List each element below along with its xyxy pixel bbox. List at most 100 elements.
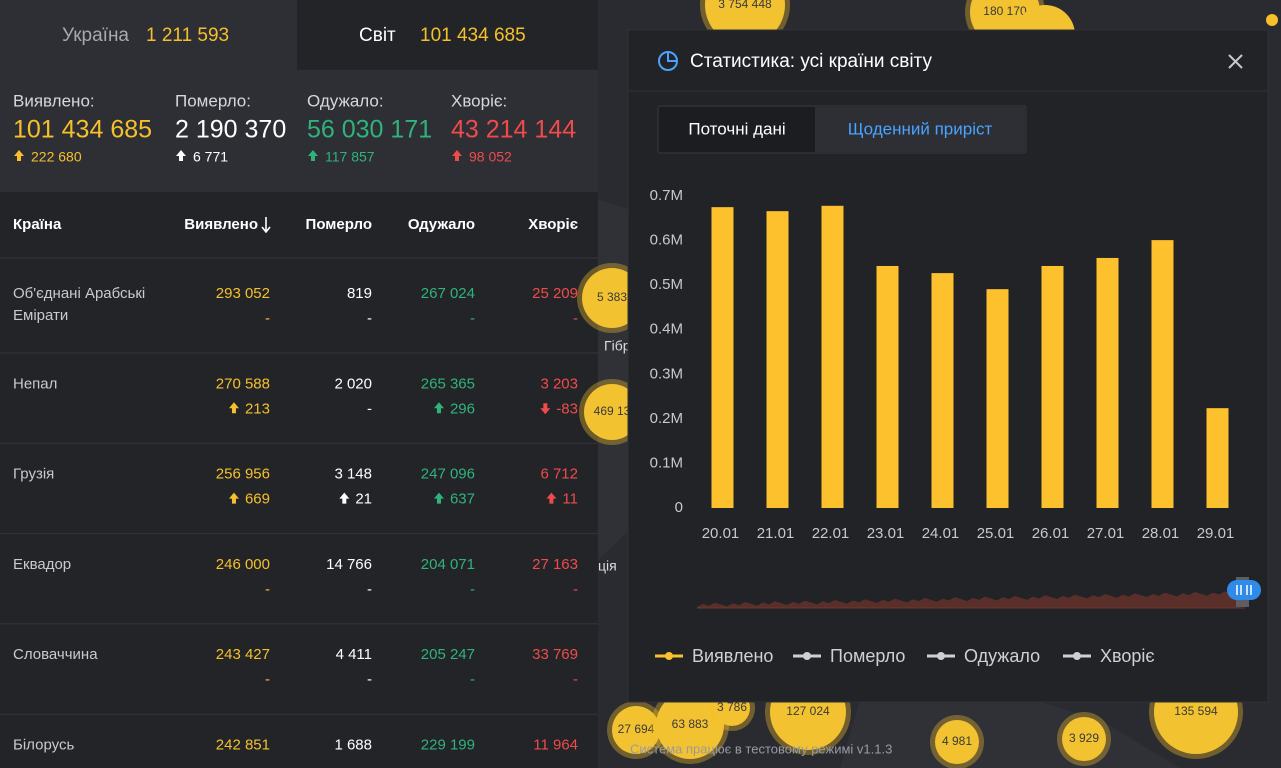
cell-delta: -: [470, 310, 475, 327]
bar: [821, 205, 844, 508]
legend-label[interactable]: Померло: [830, 646, 905, 666]
column-header[interactable]: Одужало: [408, 216, 475, 233]
cell-value: 267 024: [421, 285, 475, 302]
legend-label[interactable]: Одужало: [964, 646, 1040, 666]
bubble-label: 3 754 448: [718, 0, 772, 11]
legend-label[interactable]: Виявлено: [692, 646, 773, 666]
place-label: ція: [598, 558, 617, 574]
cell-value: 14 766: [326, 556, 372, 573]
bar: [876, 265, 899, 508]
cell-value: 819: [347, 285, 372, 302]
country-name: Грузія: [13, 466, 54, 483]
cell-delta: -: [470, 671, 475, 688]
arrow-up: [228, 492, 239, 504]
cell-value: 247 096: [421, 466, 475, 483]
x-tick-label: 29.01: [1197, 525, 1235, 542]
range-preview: [697, 591, 1240, 608]
map-bubble[interactable]: [656, 691, 724, 759]
bubble-label: 4 981: [942, 734, 972, 748]
summary-value: 56 030 171: [307, 116, 432, 144]
y-tick-label: 0.4M: [650, 321, 683, 338]
summary-delta: 117 857: [325, 149, 375, 165]
summary-bg: [0, 70, 598, 192]
bubble-label: 27 694: [618, 722, 655, 736]
summary-label: Одужало:: [307, 91, 384, 110]
cell-value: 256 956: [216, 466, 270, 483]
summary-label: Померло:: [175, 91, 251, 110]
cell-delta: 11: [562, 491, 578, 508]
country-name: Об'єднані Арабські Емірати: [13, 285, 145, 324]
modal-tab[interactable]: Поточні дані: [688, 119, 785, 138]
legend-dot: [937, 652, 945, 660]
cell-value: 4 411: [336, 646, 372, 663]
cell-delta: -: [265, 671, 270, 688]
range-handle-grip: [1236, 585, 1252, 595]
cell-delta: -: [367, 581, 372, 598]
map-bubble[interactable]: [1062, 717, 1106, 761]
bubble-label: 3 786: [717, 700, 747, 714]
tab-label: Світ: [359, 25, 396, 46]
x-tick-label: 22.01: [812, 525, 850, 542]
bar: [1206, 408, 1229, 508]
tab-ukraine-bg[interactable]: [0, 0, 297, 70]
y-tick-label: 0: [675, 499, 683, 516]
summary-value: 2 190 370: [175, 116, 286, 144]
map-bubble[interactable]: [612, 706, 660, 754]
bar: [986, 289, 1009, 508]
arrow-up: [14, 150, 24, 161]
x-tick-label: 24.01: [922, 525, 960, 542]
cell-value: 3 148: [334, 466, 372, 483]
cell-delta: 213: [245, 400, 270, 417]
bubble-label: 63 883: [672, 717, 709, 731]
tab-label: Україна: [62, 25, 129, 46]
cell-delta: -: [573, 310, 578, 327]
x-tick-label: 21.01: [757, 525, 795, 542]
column-header: Країна: [13, 216, 62, 233]
country-name: Непал: [13, 375, 57, 392]
y-tick-label: 0.6M: [650, 232, 683, 249]
bar: [931, 273, 954, 508]
close-button[interactable]: [1228, 54, 1243, 69]
cell-value: 2 020: [334, 375, 372, 392]
cell-delta: -: [367, 310, 372, 327]
x-tick-label: 20.01: [702, 525, 740, 542]
cell-delta: -: [470, 581, 475, 598]
cell-value: 27 163: [532, 556, 578, 573]
bar: [1151, 240, 1174, 508]
range-handle[interactable]: [1227, 580, 1261, 600]
bubble-label: 3 929: [1069, 731, 1099, 745]
map-bubble[interactable]: [584, 384, 640, 440]
summary-delta: 98 052: [469, 149, 512, 165]
legend-label[interactable]: Хворіє: [1100, 646, 1155, 666]
summary-delta: 222 680: [31, 149, 82, 165]
cell-value: 25 209: [532, 285, 578, 302]
cell-delta: -: [265, 310, 270, 327]
bubble-label: 180 170: [983, 4, 1027, 18]
cell-value: 6 712: [540, 466, 578, 483]
column-header[interactable]: Померло: [306, 216, 372, 233]
tab-value: 101 434 685: [420, 25, 526, 46]
modal-tab-active[interactable]: Щоденний приріст: [848, 119, 993, 138]
tab-world-bg[interactable]: [297, 0, 598, 70]
cell-value: 242 851: [216, 736, 270, 753]
column-header[interactable]: Хворіє: [528, 216, 578, 233]
summary-label: Хворіє:: [451, 91, 507, 110]
country-line: Об'єднані Арабські: [13, 285, 145, 302]
x-tick-label: 27.01: [1087, 525, 1125, 542]
arrow-up: [176, 150, 186, 161]
map-bubble[interactable]: [935, 720, 979, 764]
cell-value: 243 427: [216, 646, 270, 663]
y-tick-label: 0.1M: [650, 454, 683, 471]
bar: [1041, 265, 1064, 508]
arrow-up: [452, 150, 462, 161]
cell-value: 246 000: [216, 556, 270, 573]
arrow-up: [339, 492, 350, 504]
x-tick-label: 23.01: [867, 525, 905, 542]
cell-delta: -: [367, 671, 372, 688]
map-bubble[interactable]: [582, 268, 642, 328]
map-footer: Система працює в тестовому режимі v1.1.3: [630, 741, 892, 756]
cell-delta: -: [265, 581, 270, 598]
legend-dot: [803, 652, 811, 660]
legend-dot: [1073, 652, 1081, 660]
column-header[interactable]: Виявлено: [184, 216, 258, 233]
